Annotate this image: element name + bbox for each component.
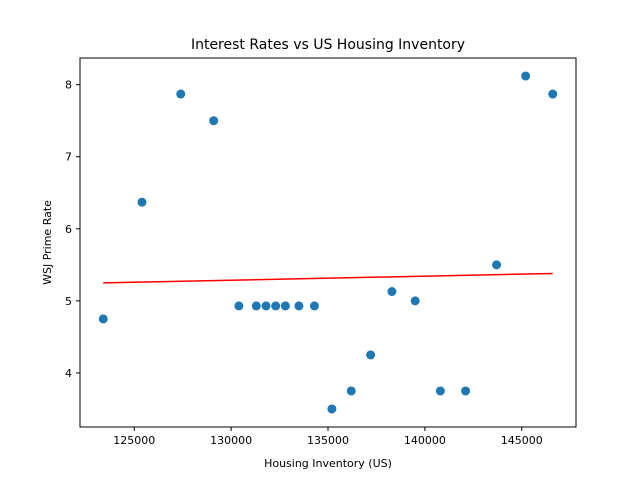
x-tick-label-125000: 125000 xyxy=(113,434,155,447)
data-point-5 xyxy=(251,301,261,311)
data-point-15 xyxy=(410,296,420,306)
data-point-2 xyxy=(176,89,186,99)
data-point-8 xyxy=(280,301,290,311)
data-point-7 xyxy=(271,301,281,311)
y-tick-label-6: 6 xyxy=(65,223,72,236)
x-tick-label-145000: 145000 xyxy=(501,434,543,447)
data-point-10 xyxy=(309,301,319,311)
x-tick-label-135000: 135000 xyxy=(307,434,349,447)
data-point-9 xyxy=(294,301,304,311)
chart-title: Interest Rates vs US Housing Inventory xyxy=(191,37,465,53)
data-point-11 xyxy=(327,404,337,414)
data-point-12 xyxy=(346,386,356,396)
data-point-14 xyxy=(387,287,397,297)
data-point-16 xyxy=(435,386,445,396)
plot-area xyxy=(98,71,558,414)
data-point-20 xyxy=(548,89,558,99)
x-axis-label: Housing Inventory (US) xyxy=(264,457,392,470)
data-point-13 xyxy=(366,350,376,360)
data-point-1 xyxy=(137,197,147,207)
trend-line xyxy=(103,272,553,284)
data-point-3 xyxy=(209,116,219,126)
x-tick-label-140000: 140000 xyxy=(404,434,446,447)
data-point-0 xyxy=(98,314,108,324)
data-point-19 xyxy=(521,71,531,81)
y-tick-label-8: 8 xyxy=(65,79,72,92)
data-point-17 xyxy=(461,386,471,396)
data-point-6 xyxy=(261,301,271,311)
y-axis-label: WSJ Prime Rate xyxy=(41,200,54,285)
y-tick-label-5: 5 xyxy=(65,295,72,308)
data-point-4 xyxy=(234,301,244,311)
y-tick-label-4: 4 xyxy=(65,367,72,380)
data-point-18 xyxy=(492,260,502,270)
x-tick-label-130000: 130000 xyxy=(210,434,252,447)
y-tick-label-7: 7 xyxy=(65,151,72,164)
